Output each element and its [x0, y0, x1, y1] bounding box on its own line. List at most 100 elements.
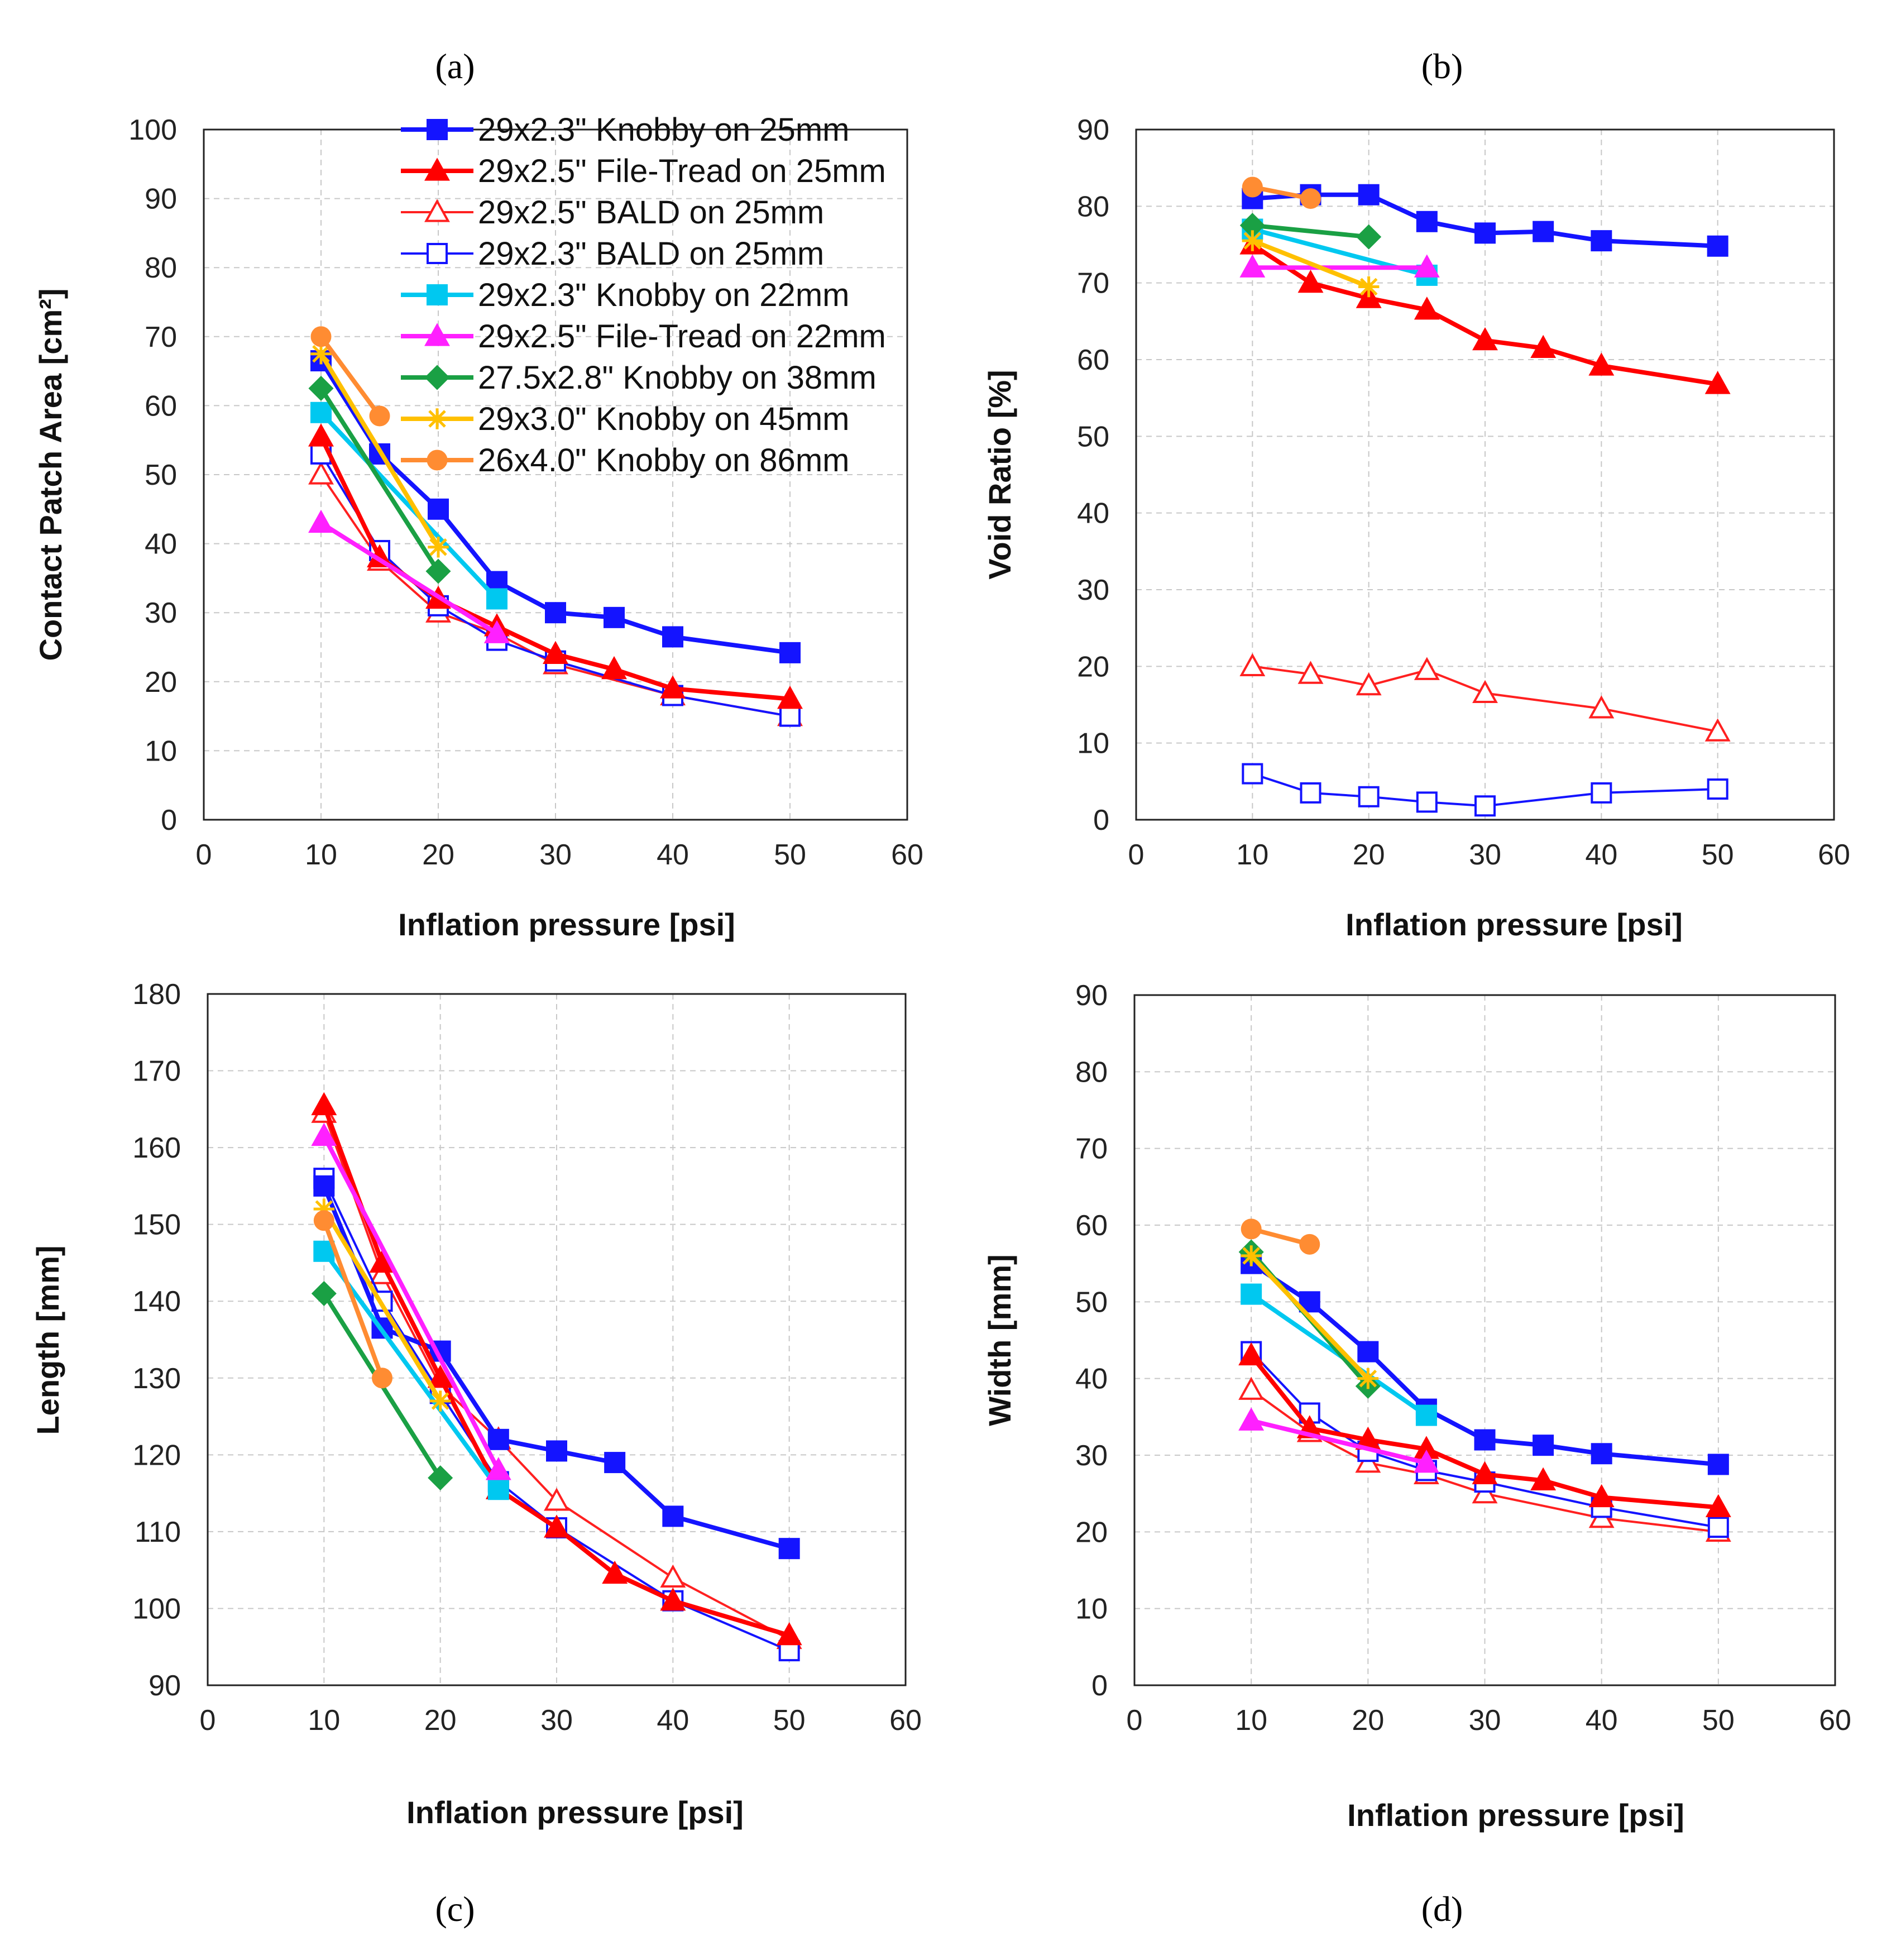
data-point-c-s2 — [427, 1365, 453, 1388]
y-tick-label-b: 80 — [1077, 190, 1109, 223]
data-point-b-s3 — [1472, 680, 1498, 704]
y-tick-label-c: 110 — [135, 1516, 181, 1548]
data-point-b-s6 — [1414, 254, 1440, 278]
series-line-c-s6 — [322, 1134, 501, 1473]
data-point-a-s9 — [310, 326, 332, 347]
y-tick-label-d: 30 — [1075, 1440, 1108, 1472]
data-point-c-s6 — [311, 1122, 337, 1146]
x-tick-label-c: 60 — [889, 1704, 922, 1737]
data-point-d-s5 — [1415, 1404, 1437, 1426]
data-point-d-s1 — [1474, 1429, 1496, 1451]
legend-label-s1: 29x2.3" Knobby on 25mm — [478, 112, 849, 148]
series-line-c-s8 — [322, 1207, 443, 1403]
data-point-c-s3 — [660, 1564, 686, 1588]
axes-layer: 0 10 20 30 40 50 600102030405060708090100Infla… — [30, 114, 1851, 1833]
x-tick-label-b: 60 — [1818, 839, 1850, 871]
legend-label-s4: 29x2.3" BALD on 25mm — [478, 236, 824, 272]
series-line-b-s8 — [1250, 238, 1371, 289]
data-point-a-s5 — [486, 588, 507, 610]
data-point-a-s7 — [425, 558, 451, 584]
data-point-b-s1 — [1416, 211, 1438, 232]
x-tick-label-d: 30 — [1469, 1704, 1501, 1737]
x-tick-label-c: 10 — [308, 1704, 340, 1737]
series-line-c-s5 — [322, 1249, 501, 1492]
data-point-b-s8 — [1358, 276, 1380, 298]
panel-label-a: (a) — [435, 46, 475, 86]
plot-frame-d — [1133, 994, 1836, 1686]
y-tick-label-a: 10 — [145, 735, 177, 767]
data-point-d-s1 — [1707, 1454, 1729, 1475]
y-tick-label-a: 40 — [145, 528, 177, 561]
x-tick-label-d: 40 — [1586, 1704, 1618, 1737]
data-point-c-s8 — [429, 1390, 451, 1412]
data-point-d-s2 — [1588, 1484, 1615, 1508]
x-tick-label-a: 50 — [774, 839, 806, 871]
data-point-b-s4 — [1591, 782, 1612, 804]
y-tick-label-b: 60 — [1077, 344, 1109, 376]
y-tick-label-d: 50 — [1075, 1286, 1108, 1318]
data-point-a-s1 — [604, 606, 625, 628]
x-tick-label-c: 20 — [424, 1704, 457, 1737]
y-tick-label-d: 70 — [1075, 1133, 1108, 1165]
data-point-c-s1 — [313, 1175, 335, 1197]
legend-label-s6: 29x2.5" File-Tread on 22mm — [478, 318, 886, 355]
y-tick-label-a: 0 — [161, 804, 177, 836]
x-tick-label-b: 10 — [1236, 839, 1268, 871]
data-point-a-s3 — [308, 461, 334, 485]
data-point-b-s3 — [1704, 718, 1731, 742]
x-tick-label-a: 30 — [539, 839, 572, 871]
data-point-b-s6 — [1239, 254, 1266, 278]
series-line-a-s8 — [319, 351, 440, 549]
x-tick-label-a: 10 — [305, 839, 337, 871]
data-point-b-s3 — [1297, 661, 1324, 684]
data-point-c-s1 — [546, 1440, 567, 1462]
x-tick-label-c: 30 — [540, 1704, 573, 1737]
y-tick-label-a: 100 — [128, 114, 177, 146]
data-point-c-s2 — [602, 1560, 628, 1584]
y-tick-label-d: 0 — [1091, 1670, 1108, 1702]
data-point-c-s1 — [487, 1428, 509, 1450]
data-point-b-s1 — [1358, 184, 1380, 205]
legend: 29x2.3" Knobby on 25mm 29x2.5" File-Tread… — [401, 112, 886, 479]
data-point-d-s9 — [1299, 1234, 1320, 1255]
panel-label-b: (b) — [1421, 46, 1463, 86]
data-point-d-s9 — [1241, 1218, 1262, 1240]
data-point-d-s4 — [1707, 1517, 1729, 1538]
data-point-b-s2 — [1704, 371, 1731, 394]
data-point-b-s2 — [1414, 297, 1440, 320]
y-tick-label-d: 80 — [1075, 1056, 1108, 1088]
y-tick-label-c: 170 — [132, 1055, 181, 1088]
plot-frame-b — [1135, 128, 1835, 821]
data-point-d-s2 — [1238, 1342, 1265, 1366]
y-tick-label-a: 70 — [145, 321, 177, 353]
data-point-a-s8 — [310, 343, 332, 365]
series-line-d-s6 — [1249, 1418, 1429, 1465]
x-axis-title-b: Inflation pressure [psi] — [1345, 907, 1683, 942]
legend-label-s9: 26x4.0" Knobby on 86mm — [478, 442, 849, 479]
data-point-d-s1 — [1533, 1435, 1554, 1456]
data-point-b-s2 — [1530, 334, 1557, 358]
data-point-a-s2 — [308, 423, 334, 447]
series-layer — [308, 176, 1731, 1662]
y-tick-label-d: 40 — [1075, 1363, 1108, 1395]
data-point-b-s2 — [1588, 352, 1615, 376]
x-tick-label-c: 0 — [200, 1704, 216, 1737]
y-tick-label-d: 90 — [1075, 979, 1108, 1012]
data-point-b-s3 — [1356, 672, 1382, 696]
series-line-b-s2 — [1250, 242, 1720, 386]
y-tick-label-c: 120 — [132, 1439, 181, 1471]
data-point-a-s2 — [660, 675, 686, 699]
data-point-a-s8 — [428, 537, 449, 558]
y-tick-label-b: 0 — [1093, 804, 1109, 836]
y-tick-label-b: 70 — [1077, 267, 1109, 300]
data-point-b-s1 — [1474, 222, 1496, 244]
y-axis-title-a: Contact Patch Area [cm²] — [33, 289, 68, 661]
data-point-d-s6 — [1238, 1407, 1265, 1431]
x-tick-label-b: 20 — [1353, 839, 1385, 871]
y-tick-label-d: 20 — [1075, 1516, 1108, 1548]
x-tick-label-b: 0 — [1128, 839, 1145, 871]
data-point-b-s4 — [1416, 791, 1438, 813]
data-point-d-s5 — [1241, 1283, 1262, 1305]
data-point-b-s4 — [1358, 786, 1380, 807]
